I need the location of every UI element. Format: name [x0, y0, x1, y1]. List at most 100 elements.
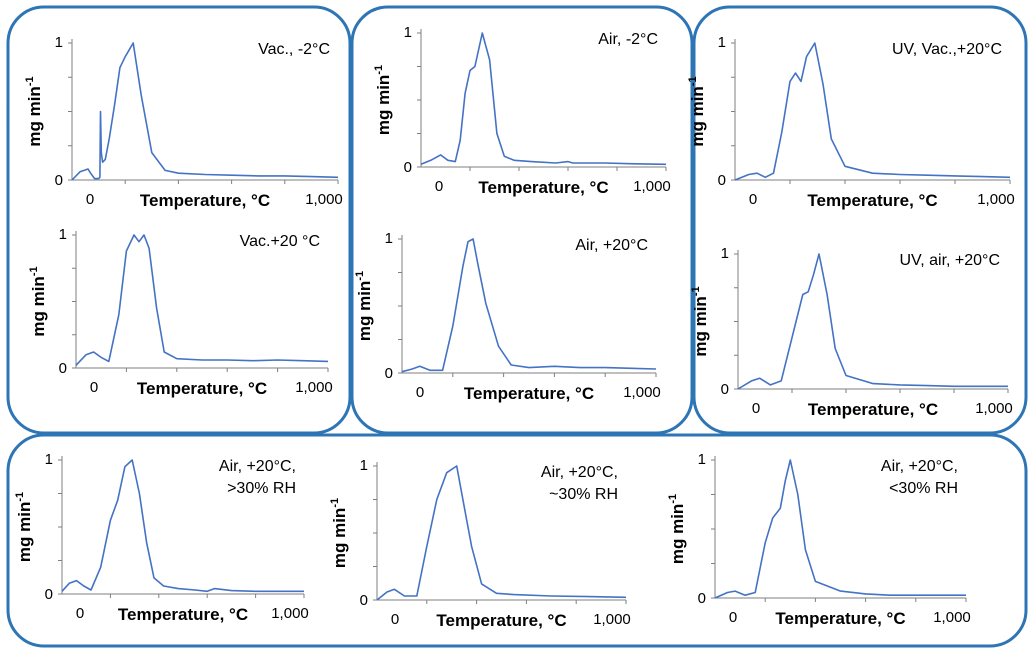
y-axis-label: mg min-1: [373, 65, 393, 135]
y-axis-label-superscript: -1: [28, 266, 40, 276]
chart-panel-6: 1 0 0 1,000 Temperature, °C mg min-1 UV, air, …: [690, 245, 1013, 419]
chart-panel-2: 1 0 0 1,000 Temperature, °C mg min-1 Air, -2°C: [373, 24, 671, 197]
panel-title: Air, -2°C: [598, 31, 658, 48]
y-axis-label-superscript: -1: [14, 492, 26, 502]
chart-panel-5: 1 0 0 1,000 Temperature, °C mg min-1 Air, +20°…: [354, 230, 661, 403]
series-line: [737, 253, 1008, 390]
y-axis-label: mg min-1: [329, 498, 349, 568]
y-tick-label: 1: [59, 226, 67, 243]
chart-panel-4: 1 0 0 1,000 Temperature, °C mg min-1 Vac.+20 °…: [28, 226, 333, 398]
x-axis-label: Temperature, °C: [137, 379, 267, 398]
y-tick-label: 0: [721, 381, 729, 398]
series-line: [71, 42, 339, 181]
chart-panel-7: 1 0 0 1,000 Temperature, °C mg min-1 Air, +20°…: [14, 451, 309, 624]
y-tick-label: 1: [385, 230, 393, 247]
y-axis-label: mg min-1: [687, 76, 707, 146]
x-axis-label: Temperature, °C: [808, 400, 938, 419]
x-tick-label: 0: [749, 191, 757, 208]
x-tick-label: 1,000: [977, 191, 1015, 208]
panel-subtitle: <30% RH: [889, 480, 958, 497]
y-axis-label-superscript: -1: [354, 271, 366, 281]
y-tick-label: 0: [698, 590, 706, 607]
series-line: [420, 32, 667, 166]
y-axis-label-superscript: -1: [24, 76, 36, 86]
y-axis-label-superscript: -1: [667, 494, 679, 504]
chart-panels: 1 0 0 1,000 Temperature, °C mg min-1 Vac., -2°…: [14, 24, 1015, 630]
series-line: [714, 459, 966, 599]
x-tick-label: 1,000: [305, 191, 343, 208]
x-tick-label: 0: [86, 191, 94, 208]
series-line: [734, 42, 1011, 181]
x-tick-label: 0: [90, 379, 98, 396]
x-axis-label: Temperature, °C: [807, 191, 937, 210]
y-axis-label: mg min-1: [24, 76, 44, 146]
panel-subtitle: ~30% RH: [549, 486, 618, 503]
y-tick-label: 1: [360, 457, 368, 474]
x-tick-label: 1,000: [975, 400, 1013, 417]
y-axis-label: mg min-1: [28, 266, 48, 336]
y-tick-label: 1: [404, 24, 412, 41]
panel-title: Air, +20°C,: [881, 458, 958, 475]
x-tick-label: 1,000: [623, 384, 661, 401]
panel-title: UV, Vac.,+20°C: [892, 41, 1002, 58]
y-tick-label: 0: [404, 159, 412, 176]
x-axis-label: Temperature, °C: [436, 611, 566, 630]
series-line: [401, 238, 657, 373]
x-tick-label: 0: [752, 400, 760, 417]
group-frame-2: [350, 5, 694, 435]
x-tick-label: 1,000: [933, 609, 971, 626]
x-tick-label: 0: [416, 384, 424, 401]
x-tick-label: 0: [435, 178, 443, 195]
series-line: [376, 465, 627, 601]
x-axis-label: Temperature, °C: [775, 609, 905, 628]
y-tick-label: 0: [55, 172, 63, 189]
chart-panel-3: 1 0 0 1,000 Temperature, °C mg min-1 UV, Vac.,…: [687, 34, 1015, 210]
x-tick-label: 0: [76, 605, 84, 622]
y-axis-label: mg min-1: [667, 494, 687, 564]
y-axis-label-superscript: -1: [690, 286, 702, 296]
y-tick-label: 0: [360, 592, 368, 609]
y-tick-label: 0: [59, 360, 67, 377]
x-tick-label: 0: [391, 611, 399, 628]
y-tick-label: 1: [718, 34, 726, 51]
y-tick-label: 1: [721, 245, 729, 262]
y-tick-label: 1: [55, 34, 63, 51]
series-line: [75, 234, 329, 366]
group-frames: [6, 5, 1028, 648]
series-line: [61, 459, 304, 593]
y-axis-label: mg min-1: [690, 286, 710, 356]
x-tick-label: 1,000: [271, 605, 309, 622]
panel-title: Vac., -2°C: [258, 41, 330, 58]
y-axis-label: mg min-1: [14, 492, 34, 562]
x-tick-label: 1,000: [295, 379, 333, 396]
y-axis-label-superscript: -1: [373, 65, 385, 75]
panel-title: Air, +20°C,: [541, 464, 618, 481]
group-frame-3: [692, 5, 1028, 435]
y-tick-label: 1: [45, 451, 53, 468]
panel-subtitle: >30% RH: [227, 480, 296, 497]
x-tick-label: 0: [729, 609, 737, 626]
x-axis-label: Temperature, °C: [478, 178, 608, 197]
y-tick-label: 0: [718, 172, 726, 189]
panel-title: Air, +20°C: [575, 237, 648, 254]
group-frame-4: [6, 433, 1028, 648]
chart-panel-8: 1 0 0 1,000 Temperature, °C mg min-1 Air, +20°…: [329, 457, 631, 630]
x-tick-label: 1,000: [593, 611, 631, 628]
x-axis-label: Temperature, °C: [140, 191, 270, 210]
x-axis-label: Temperature, °C: [118, 605, 248, 624]
panel-title: Vac.+20 °C: [240, 233, 320, 250]
chart-panel-1: 1 0 0 1,000 Temperature, °C mg min-1 Vac., -2°…: [24, 34, 343, 210]
panel-title: Air, +20°C,: [219, 458, 296, 475]
group-frame-1: [6, 5, 352, 435]
y-axis-label: mg min-1: [354, 271, 374, 341]
y-tick-label: 0: [385, 365, 393, 382]
x-tick-label: 1,000: [633, 178, 671, 195]
panel-title: UV, air, +20°C: [899, 252, 1000, 269]
y-axis-label-superscript: -1: [329, 498, 341, 508]
x-axis-label: Temperature, °C: [464, 384, 594, 403]
y-tick-label: 1: [698, 451, 706, 468]
y-tick-label: 0: [45, 586, 53, 603]
chart-panel-9: 1 0 0 1,000 Temperature, °C mg min-1 Air, +20°…: [667, 451, 971, 628]
y-axis-label-superscript: -1: [687, 76, 699, 86]
